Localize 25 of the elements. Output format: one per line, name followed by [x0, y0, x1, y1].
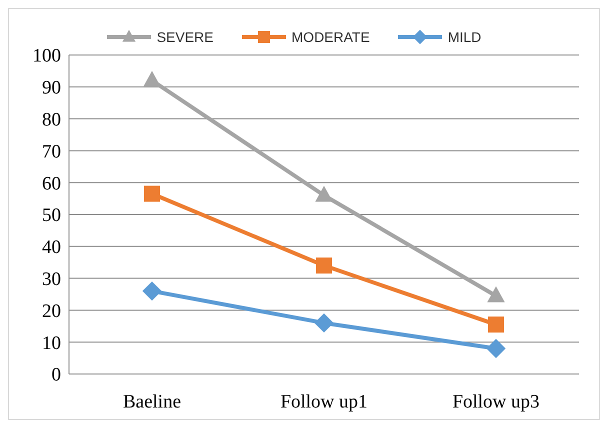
y-tick-label: 20 — [42, 300, 61, 322]
x-tick-label: Follow up1 — [280, 391, 368, 412]
y-tick-label: 40 — [42, 237, 61, 258]
y-tick-label: 50 — [42, 205, 61, 226]
y-tick-label: 100 — [32, 46, 61, 67]
point — [144, 186, 160, 202]
y-tick-label: 60 — [42, 173, 61, 194]
y-tick-label: 10 — [42, 332, 61, 354]
point — [315, 186, 333, 202]
point — [142, 281, 162, 301]
point — [314, 313, 334, 333]
y-tick-label: 70 — [42, 141, 61, 162]
y-tick-label: 90 — [42, 78, 61, 99]
point — [486, 338, 506, 358]
x-tick-label: Baeline — [122, 391, 182, 412]
legend-label: MODERATE — [290, 29, 370, 45]
legend-label: SEVERE — [156, 29, 214, 45]
y-tick-label: 0 — [52, 364, 61, 386]
y-tick-label: 30 — [42, 269, 61, 290]
point — [487, 286, 505, 302]
legend-label: MILD — [446, 29, 482, 45]
x-tick-label: Follow up3 — [452, 391, 540, 412]
y-tick-label: 80 — [42, 110, 61, 131]
point — [316, 258, 332, 274]
point — [488, 316, 504, 333]
